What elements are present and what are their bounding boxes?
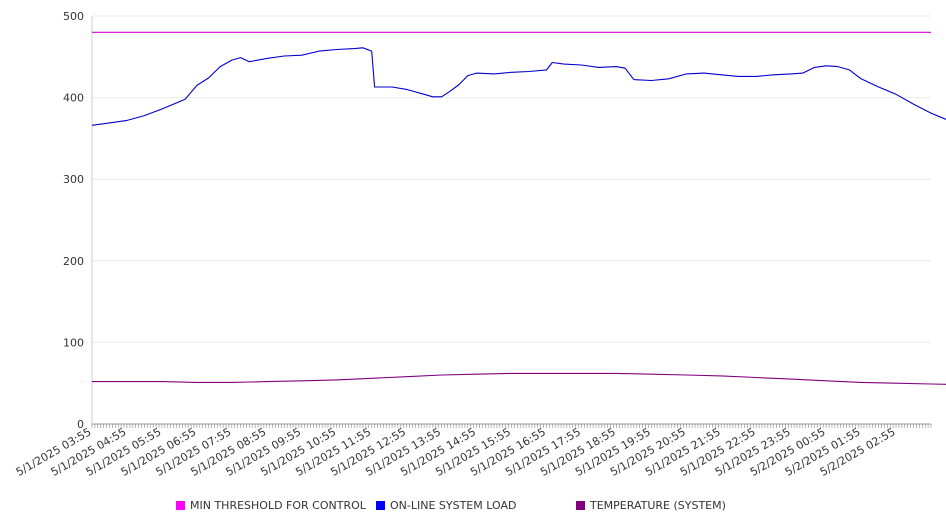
legend: MIN THRESHOLD FOR CONTROL ON-LINE SYSTEM … xyxy=(176,499,726,512)
y-tick-label: 100 xyxy=(63,336,84,349)
x-tick-labels: 5/1/2025 03:555/1/2025 04:555/1/2025 05:… xyxy=(14,425,898,479)
legend-swatch xyxy=(176,501,185,510)
legend-label: TEMPERATURE (SYSTEM) xyxy=(589,499,726,512)
y-tick-label: 400 xyxy=(63,92,84,105)
legend-item: MIN THRESHOLD FOR CONTROL xyxy=(176,499,367,512)
series-line-2 xyxy=(91,47,946,126)
legend-swatch xyxy=(576,501,585,510)
legend-item: ON-LINE SYSTEM LOAD xyxy=(376,499,516,512)
y-tick-labels: 0 100 200 300 400 500 xyxy=(63,10,84,431)
y-tick-label: 0 xyxy=(77,418,84,431)
series-line-3 xyxy=(92,372,946,385)
grid-lines xyxy=(92,15,931,343)
y-tick-label: 500 xyxy=(63,10,84,23)
y-tick-label: 200 xyxy=(63,255,84,268)
legend-swatch xyxy=(376,501,385,510)
legend-label: ON-LINE SYSTEM LOAD xyxy=(390,499,516,512)
y-tick-label: 300 xyxy=(63,173,84,186)
series-lines xyxy=(91,31,946,385)
legend-label: MIN THRESHOLD FOR CONTROL xyxy=(190,499,367,512)
legend-item: TEMPERATURE (SYSTEM) xyxy=(576,499,726,512)
axes xyxy=(91,16,932,428)
